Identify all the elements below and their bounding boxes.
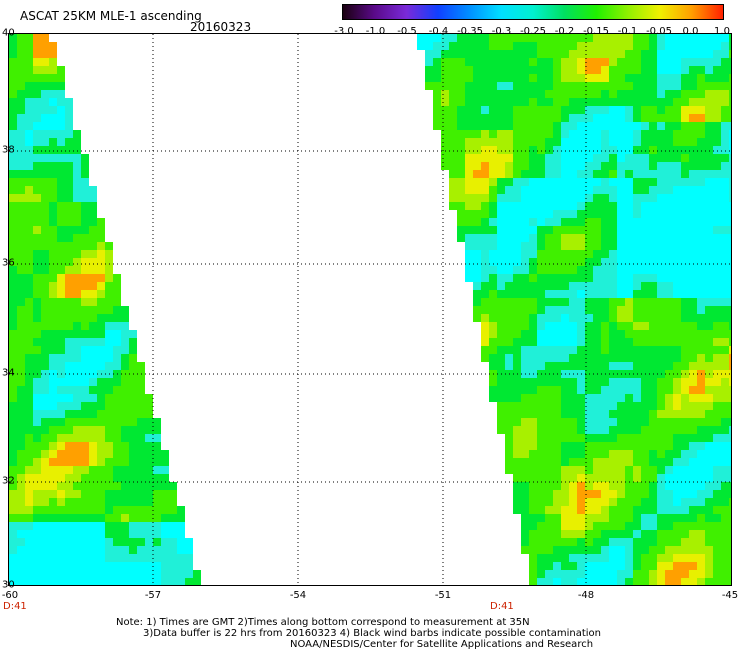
colorbar-tick: -0.5 [397, 26, 417, 37]
colorbar-tick: -0.35 [457, 26, 483, 37]
mle-swath-map [9, 34, 731, 585]
lat-label-40: 40 [2, 27, 15, 39]
colorbar [342, 4, 724, 20]
lat-label-34: 34 [2, 367, 15, 379]
note-line-2: 3)Data buffer is 22 hrs from 20160323 4)… [143, 628, 601, 639]
lon-label-54: -54 [289, 590, 307, 601]
lat-label-30: 30 [2, 579, 15, 591]
colorbar-tick: -0.2 [554, 26, 575, 37]
colorbar-tick: -1.0 [365, 26, 386, 37]
colorbar-tick: 1.0 [714, 26, 730, 37]
note-line-1: Note: 1) Times are GMT 2)Times along bot… [116, 617, 530, 628]
colorbar-tick: -0.15 [583, 26, 609, 37]
time-tag-left: D:41 [3, 601, 27, 612]
lon-label-60: -60 [1, 590, 19, 601]
swath-cells [9, 34, 731, 585]
lon-label-57: -57 [144, 590, 162, 601]
lat-label-32: 32 [2, 475, 15, 487]
lat-label-36: 36 [2, 257, 15, 269]
map-date: 20160323 [190, 20, 252, 34]
note-line-3: NOAA/NESDIS/Center for Satellite Applica… [290, 639, 594, 650]
lat-label-38: 38 [2, 144, 15, 156]
map-plot [8, 33, 732, 586]
colorbar-tick: -0.05 [646, 26, 672, 37]
colorbar-tick: -0.1 [617, 26, 638, 37]
graticule [9, 34, 731, 585]
time-tag-right: D:41 [490, 601, 514, 612]
map-title: ASCAT 25KM MLE-1 ascending [20, 9, 202, 23]
lon-label-45: -45 [721, 590, 739, 601]
colorbar-tick: 0.0 [682, 26, 699, 37]
colorbar-tick: -0.4 [428, 26, 449, 37]
colorbar-tick: -3.0 [334, 26, 354, 37]
lon-label-48: -48 [577, 590, 595, 601]
colorbar-tick: -0.3 [491, 26, 512, 37]
lon-label-51: -51 [434, 590, 452, 601]
colorbar-tick: -0.25 [520, 26, 546, 37]
